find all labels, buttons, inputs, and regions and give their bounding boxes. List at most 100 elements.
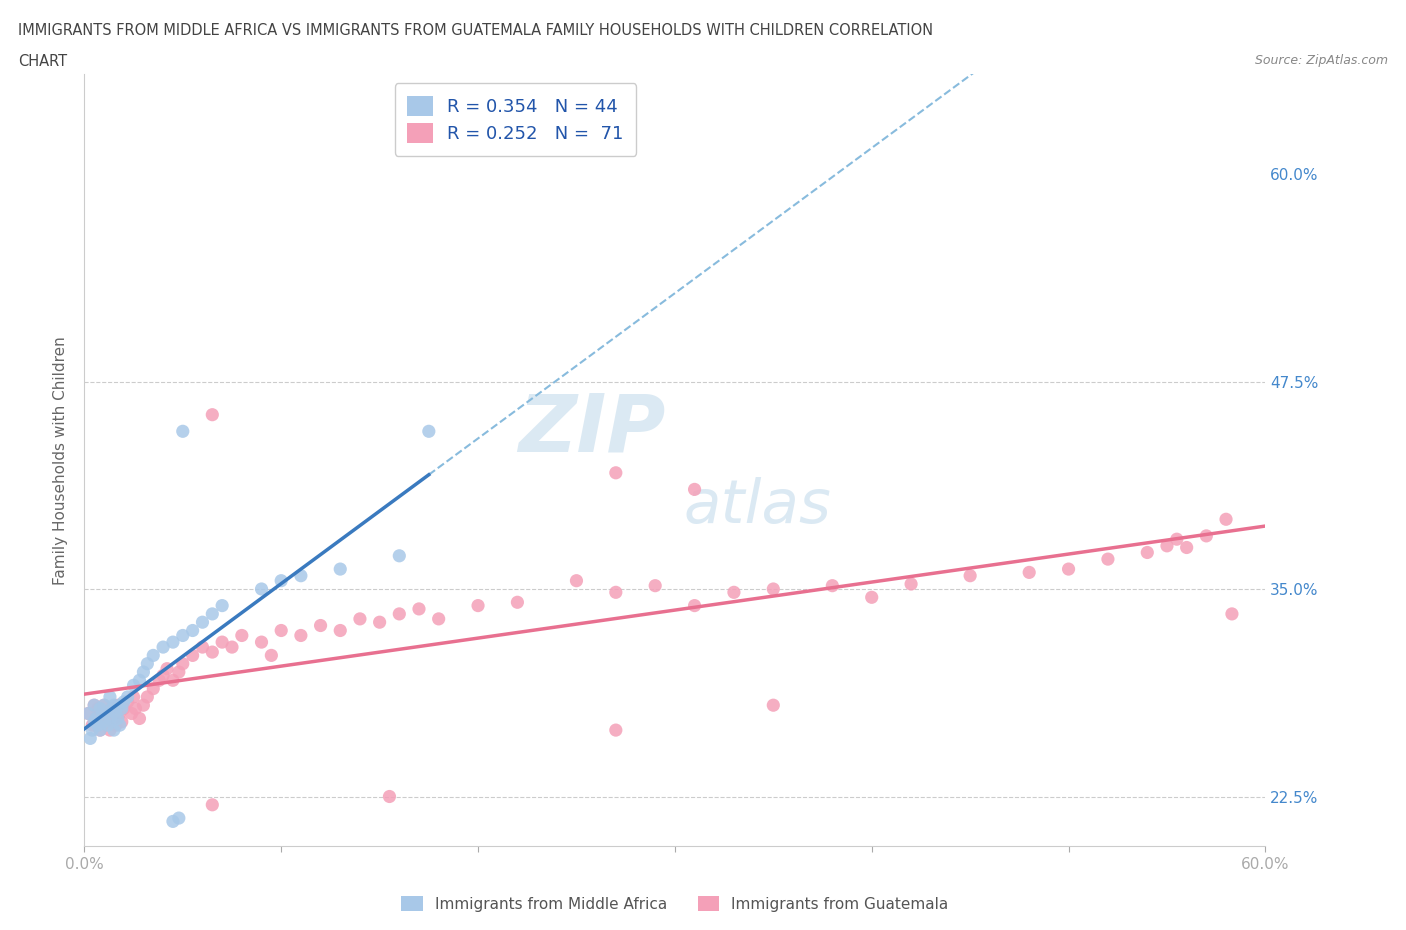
- Point: [132, 698, 155, 712]
- Point: [162, 634, 184, 649]
- Point: [79, 731, 101, 746]
- Point: [250, 634, 273, 649]
- Point: [107, 711, 129, 726]
- Point: [172, 628, 194, 643]
- Point: [172, 657, 194, 671]
- Point: [605, 585, 627, 600]
- Point: [101, 701, 124, 716]
- Point: [97, 718, 120, 733]
- Point: [104, 706, 127, 721]
- Point: [94, 706, 117, 721]
- Point: [506, 595, 529, 610]
- Point: [112, 695, 135, 710]
- Point: [270, 573, 292, 588]
- Text: IMMIGRANTS FROM MIDDLE AFRICA VS IMMIGRANTS FROM GUATEMALA FAMILY HOUSEHOLDS WIT: IMMIGRANTS FROM MIDDLE AFRICA VS IMMIGRA…: [18, 23, 934, 38]
- Y-axis label: Family Households with Children: Family Households with Children: [53, 336, 69, 585]
- Point: [388, 606, 411, 621]
- Point: [1166, 532, 1188, 547]
- Point: [418, 424, 440, 439]
- Text: CHART: CHART: [18, 54, 67, 69]
- Text: ZIP: ZIP: [519, 391, 666, 469]
- Point: [87, 718, 110, 733]
- Point: [124, 701, 146, 716]
- Point: [142, 648, 165, 663]
- Point: [408, 602, 430, 617]
- Point: [84, 711, 107, 726]
- Point: [82, 718, 104, 733]
- Point: [211, 634, 233, 649]
- Point: [605, 465, 627, 480]
- Point: [103, 698, 125, 712]
- Point: [108, 718, 131, 733]
- Point: [84, 711, 107, 726]
- Point: [565, 573, 588, 588]
- Point: [309, 618, 332, 633]
- Point: [136, 689, 159, 704]
- Point: [117, 689, 139, 704]
- Point: [221, 640, 243, 655]
- Point: [142, 681, 165, 696]
- Point: [148, 673, 170, 688]
- Point: [93, 698, 115, 712]
- Point: [290, 568, 312, 583]
- Point: [191, 640, 214, 655]
- Point: [167, 811, 190, 826]
- Point: [167, 665, 190, 680]
- Point: [1097, 551, 1119, 566]
- Point: [1215, 512, 1237, 526]
- Point: [89, 723, 111, 737]
- Point: [1018, 565, 1040, 579]
- Point: [91, 711, 114, 726]
- Point: [1057, 562, 1080, 577]
- Point: [201, 407, 224, 422]
- Point: [111, 714, 134, 729]
- Point: [181, 623, 204, 638]
- Point: [156, 661, 179, 676]
- Point: [82, 723, 104, 737]
- Point: [132, 665, 155, 680]
- Point: [83, 714, 105, 729]
- Point: [98, 723, 121, 737]
- Point: [89, 701, 111, 716]
- Point: [83, 698, 105, 712]
- Text: atlas: atlas: [683, 477, 831, 537]
- Point: [762, 581, 785, 596]
- Point: [162, 673, 184, 688]
- Point: [1136, 545, 1159, 560]
- Point: [101, 701, 124, 716]
- Point: [103, 723, 125, 737]
- Point: [98, 689, 121, 704]
- Point: [644, 578, 666, 593]
- Point: [762, 698, 785, 712]
- Legend: R = 0.354   N = 44, R = 0.252   N =  71: R = 0.354 N = 44, R = 0.252 N = 71: [395, 84, 636, 155]
- Point: [1195, 528, 1218, 543]
- Point: [191, 615, 214, 630]
- Point: [723, 585, 745, 600]
- Point: [231, 628, 253, 643]
- Point: [821, 578, 844, 593]
- Point: [1175, 540, 1198, 555]
- Point: [329, 562, 352, 577]
- Point: [117, 695, 139, 710]
- Point: [368, 615, 391, 630]
- Point: [250, 581, 273, 596]
- Point: [136, 657, 159, 671]
- Point: [605, 723, 627, 737]
- Legend: Immigrants from Middle Africa, Immigrants from Guatemala: Immigrants from Middle Africa, Immigrant…: [395, 889, 955, 918]
- Point: [378, 789, 401, 804]
- Point: [683, 598, 706, 613]
- Point: [388, 549, 411, 564]
- Point: [329, 623, 352, 638]
- Point: [181, 648, 204, 663]
- Point: [107, 698, 129, 712]
- Point: [1220, 606, 1243, 621]
- Point: [93, 698, 115, 712]
- Point: [94, 714, 117, 729]
- Point: [959, 568, 981, 583]
- Point: [112, 701, 135, 716]
- Point: [128, 673, 150, 688]
- Point: [103, 711, 125, 726]
- Point: [91, 706, 114, 721]
- Point: [211, 598, 233, 613]
- Point: [260, 648, 283, 663]
